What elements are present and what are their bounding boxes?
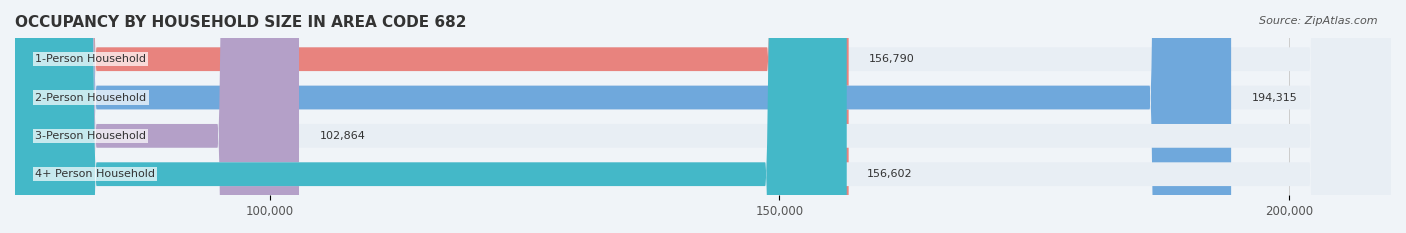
Text: OCCUPANCY BY HOUSEHOLD SIZE IN AREA CODE 682: OCCUPANCY BY HOUSEHOLD SIZE IN AREA CODE…	[15, 15, 467, 30]
Text: 156,602: 156,602	[868, 169, 912, 179]
Text: 2-Person Household: 2-Person Household	[35, 93, 146, 103]
Text: 4+ Person Household: 4+ Person Household	[35, 169, 156, 179]
FancyBboxPatch shape	[15, 0, 846, 233]
FancyBboxPatch shape	[15, 0, 1391, 233]
Text: 156,790: 156,790	[869, 54, 915, 64]
FancyBboxPatch shape	[15, 0, 1391, 233]
Text: 1-Person Household: 1-Person Household	[35, 54, 146, 64]
FancyBboxPatch shape	[15, 0, 299, 233]
FancyBboxPatch shape	[15, 0, 849, 233]
FancyBboxPatch shape	[15, 0, 1391, 233]
FancyBboxPatch shape	[15, 0, 1232, 233]
Text: 3-Person Household: 3-Person Household	[35, 131, 146, 141]
Text: 194,315: 194,315	[1251, 93, 1298, 103]
Text: 102,864: 102,864	[319, 131, 366, 141]
FancyBboxPatch shape	[15, 0, 1391, 233]
Text: Source: ZipAtlas.com: Source: ZipAtlas.com	[1260, 16, 1378, 26]
